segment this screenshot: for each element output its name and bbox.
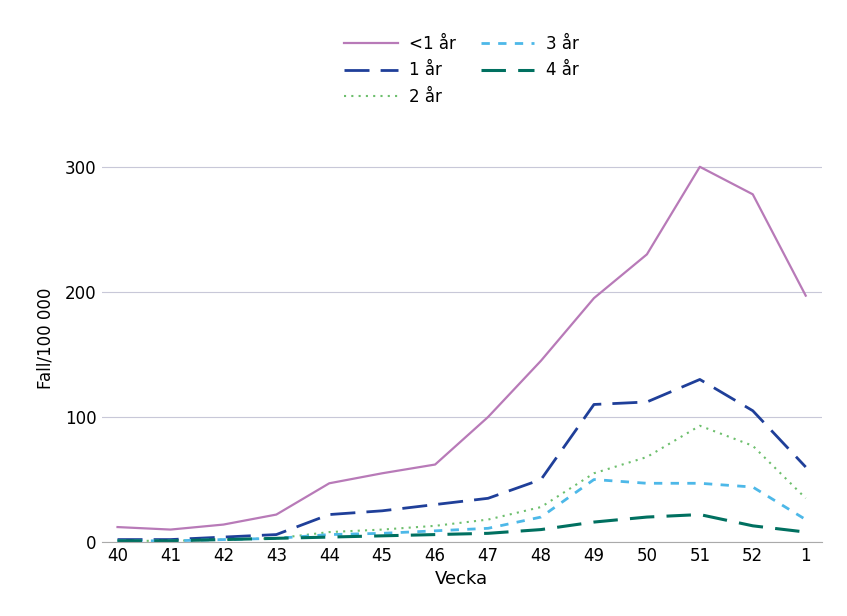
Legend: <1 år, 1 år, 2 år, 3 år, 4 år: <1 år, 1 år, 2 år, 3 år, 4 år: [340, 30, 584, 111]
Y-axis label: Fall/100 000: Fall/100 000: [36, 288, 54, 389]
X-axis label: Vecka: Vecka: [435, 570, 488, 588]
